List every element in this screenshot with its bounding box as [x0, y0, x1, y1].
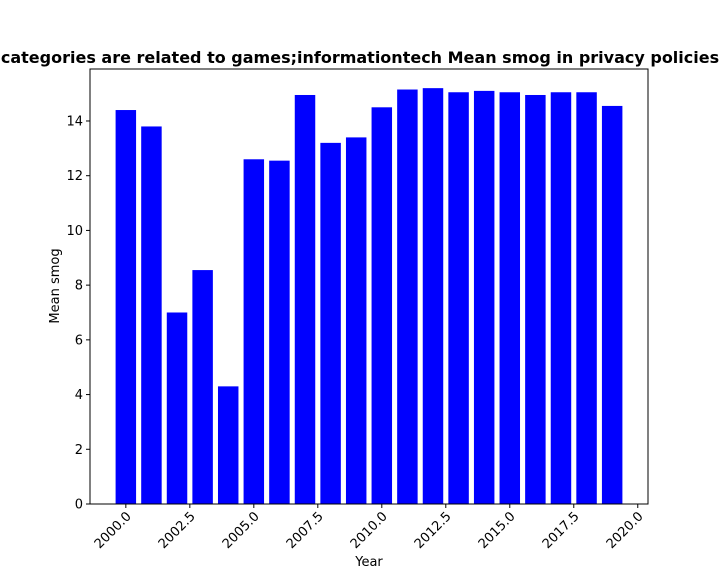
x-axis-label: Year — [354, 555, 383, 570]
bar-2013 — [448, 92, 469, 505]
y-tick-label: 4 — [75, 388, 83, 403]
y-tick-label: 14 — [66, 114, 83, 129]
bar-2011 — [397, 89, 418, 505]
y-tick-label: 12 — [66, 169, 83, 184]
bar-2006 — [269, 160, 290, 504]
y-tick-label: 8 — [75, 279, 83, 294]
y-axis-label: Mean smog — [48, 248, 63, 323]
x-axis: 2000.0 2002.5 2005.0 2007.5 2010.0 2012.5 2015… — [92, 504, 647, 552]
bar-2012 — [422, 88, 444, 504]
x-tick-label: 2000.0 — [92, 509, 135, 552]
bar-2000 — [115, 110, 137, 505]
x-tick-label: 2015.0 — [476, 509, 519, 552]
x-tick-label: 2017.5 — [540, 509, 583, 552]
x-tick-label: 2010.0 — [348, 509, 391, 552]
bar-2014 — [473, 90, 495, 505]
bar-2019 — [601, 105, 623, 504]
bar-2018 — [576, 92, 597, 505]
bar-2009 — [345, 137, 367, 504]
bar-2017 — [550, 92, 572, 505]
plot-frame — [89, 68, 649, 505]
bar-2015 — [499, 92, 521, 505]
y-tick-label: 10 — [66, 224, 83, 239]
bar-2001 — [141, 126, 162, 505]
chart-title: categories are related to games;informat… — [1, 48, 719, 67]
x-tick-label: 2005.0 — [220, 509, 263, 552]
x-tick-label: 2002.5 — [156, 509, 199, 552]
y-tick-label: 6 — [75, 333, 83, 348]
y-axis: 0 2 4 6 8 10 12 14 — [66, 114, 90, 513]
bar-2007 — [294, 94, 316, 504]
x-tick-label: 2007.5 — [284, 509, 327, 552]
bar-2004 — [217, 386, 239, 504]
bar-2010 — [371, 107, 393, 505]
bar-2008 — [320, 142, 341, 504]
bar-2003 — [192, 270, 213, 504]
y-tick-label: 2 — [75, 443, 83, 458]
bar-2005 — [243, 159, 265, 504]
x-tick-label: 2020.0 — [604, 509, 647, 552]
x-tick-label: 2012.5 — [412, 509, 455, 552]
y-tick-label: 0 — [75, 498, 83, 513]
bars — [115, 88, 623, 505]
bar-2002 — [166, 312, 188, 504]
bar-2016 — [525, 94, 546, 504]
